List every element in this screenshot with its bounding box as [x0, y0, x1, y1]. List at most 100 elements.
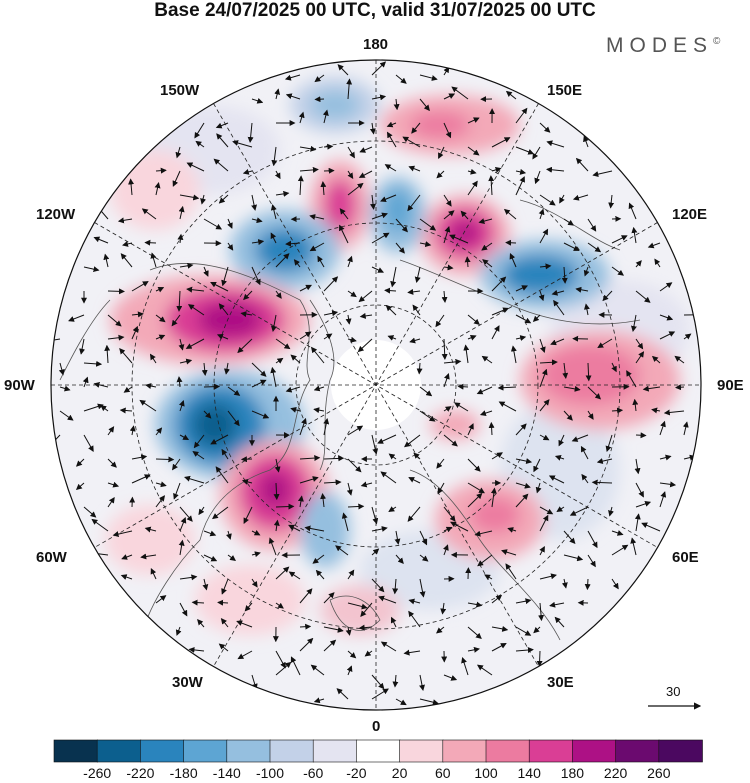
- wind-vector: [419, 578, 426, 598]
- wind-vector: [392, 674, 399, 688]
- wind-vector: [251, 97, 264, 104]
- wind-vector: [297, 175, 304, 196]
- wind-vector: [275, 338, 291, 350]
- wind-vector: [561, 266, 568, 284]
- wind-vector: [347, 503, 365, 510]
- wind-vector: [275, 253, 290, 268]
- colorbar-tick-label: 180: [560, 765, 585, 781]
- wind-vector: [515, 423, 527, 436]
- wind-vector: [371, 94, 387, 101]
- wind-vector: [635, 290, 651, 303]
- wind-vector: [515, 482, 531, 489]
- wind-vector: [317, 255, 325, 268]
- wind-vector: [441, 290, 448, 303]
- colorbar-swatch: [53, 739, 99, 763]
- wind-vector: [179, 506, 193, 522]
- wind-vector: [155, 427, 163, 436]
- wind-vector: [131, 474, 151, 484]
- wind-vector: [220, 618, 229, 628]
- lon-label-120e: 120E: [672, 206, 708, 223]
- colorbar-swatch: [356, 739, 401, 763]
- wind-vector: [408, 477, 421, 484]
- wind-vector: [177, 233, 184, 244]
- wind-vector: [323, 143, 334, 150]
- wind-vector: [82, 376, 89, 388]
- wind-vector: [323, 276, 339, 292]
- wind-vector: [539, 338, 546, 353]
- colorbar-swatch: [615, 739, 660, 763]
- wind-vector: [515, 285, 529, 292]
- wind-vector: [371, 61, 387, 76]
- wind-vector: [347, 170, 354, 180]
- colorbar-tick-label: 60: [435, 765, 451, 781]
- wind-vector: [377, 434, 397, 444]
- wind-vector: [335, 545, 349, 556]
- wind-vector: [226, 530, 232, 540]
- wind-vector: [583, 135, 589, 148]
- wind-vector: [243, 290, 253, 301]
- wind-vector: [380, 194, 397, 202]
- wind-vector: [357, 338, 373, 353]
- lon-label-150e: 150E: [547, 82, 583, 99]
- wind-vector: [563, 385, 581, 392]
- wind-vector: [575, 157, 589, 172]
- wind-vector: [179, 602, 188, 617]
- wind-vector: [347, 290, 357, 298]
- wind-vector: [443, 210, 455, 220]
- wind-vector: [534, 170, 541, 185]
- wind-vector: [314, 96, 325, 103]
- wind-vector: [476, 386, 493, 395]
- wind-vector: [554, 455, 565, 461]
- wind-vector: [198, 506, 205, 516]
- wind-vector: [411, 122, 421, 134]
- wind-vector: [538, 208, 545, 220]
- wind-vector: [404, 434, 421, 448]
- wind-vector: [215, 466, 229, 484]
- wind-vector: [659, 314, 674, 321]
- wind-vector: [275, 661, 292, 676]
- wind-vector: [107, 458, 117, 468]
- wind-vector: [218, 194, 229, 204]
- wind-vector: [120, 574, 133, 580]
- wind-vector: [242, 169, 253, 175]
- wind-vector: [467, 168, 477, 175]
- colorbar-swatch: [485, 739, 531, 763]
- wind-vector: [203, 383, 221, 390]
- wind-vector: [460, 210, 469, 220]
- colorbar-swatch: [140, 739, 185, 763]
- wind-vector: [611, 407, 624, 414]
- wind-vector: [551, 289, 565, 296]
- wind-vector: [491, 166, 502, 173]
- colorbar-swatch: [658, 739, 703, 763]
- wind-vector: [533, 458, 541, 473]
- wind-vector: [611, 266, 625, 276]
- wind-vector: [320, 493, 327, 508]
- wind-vector: [641, 522, 661, 532]
- wind-vector: [491, 625, 509, 632]
- wind-vector: [171, 314, 181, 327]
- wind-vector: [358, 170, 373, 178]
- colorbar-tick-label: -60: [303, 765, 324, 781]
- wind-vector: [659, 454, 672, 461]
- wind-vector: [491, 137, 511, 148]
- wind-vector: [178, 539, 185, 556]
- wind-vector: [419, 530, 428, 546]
- wind-vector: [275, 650, 286, 669]
- wind-vector: [464, 256, 471, 268]
- wind-vector: [193, 434, 205, 449]
- wind-vector: [683, 333, 692, 340]
- wind-vector: [654, 258, 661, 268]
- wind-vector: [491, 276, 507, 292]
- wind-vector: [651, 355, 661, 364]
- wind-vector: [443, 93, 456, 100]
- wind-vector: [270, 366, 277, 388]
- wind-vector: [244, 602, 253, 612]
- lon-label-150w: 150W: [160, 82, 200, 99]
- wind-vector: [212, 506, 229, 520]
- wind-vector: [630, 537, 637, 556]
- wind-vector: [608, 506, 614, 517]
- wind-vector: [395, 242, 405, 254]
- wind-vector: [347, 182, 364, 196]
- wind-vector: [107, 496, 115, 508]
- wind-vector: [240, 311, 253, 318]
